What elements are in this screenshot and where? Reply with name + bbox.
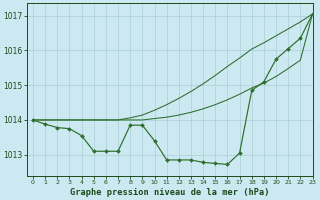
X-axis label: Graphe pression niveau de la mer (hPa): Graphe pression niveau de la mer (hPa) — [70, 188, 269, 197]
